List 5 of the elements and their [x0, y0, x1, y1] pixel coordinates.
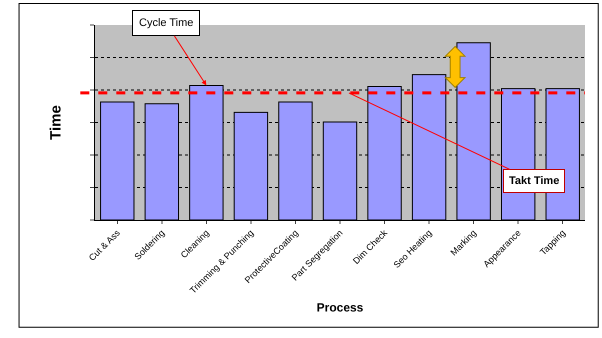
- x-tick-label: Cut & Ass: [86, 227, 122, 263]
- y-axis-title: Time: [47, 105, 64, 140]
- x-axis-title: Process: [316, 300, 364, 314]
- ref-line-label: Takt Time: [509, 175, 560, 187]
- annotation: Cycle Time: [139, 17, 194, 29]
